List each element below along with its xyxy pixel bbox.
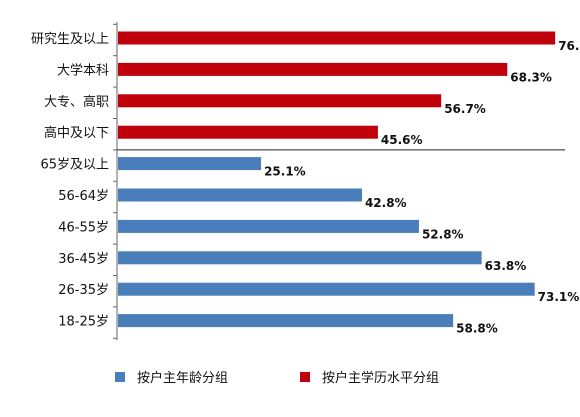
category-label: 65岁及以上 bbox=[40, 158, 109, 173]
value-label: 58.8% bbox=[456, 322, 498, 336]
value-label: 76.7% bbox=[558, 39, 580, 53]
chart-labels: 研究生及以上 76.7% 大学本科 68.3% 大专、高职 56.7% 高中及以下 45.6%… bbox=[31, 32, 580, 336]
category-label: 18-25岁 bbox=[58, 315, 109, 330]
value-label: 42.8% bbox=[365, 196, 407, 210]
bar bbox=[118, 188, 362, 202]
bar bbox=[118, 251, 482, 265]
value-label: 45.6% bbox=[381, 133, 423, 147]
legend-swatch bbox=[300, 372, 310, 382]
value-label: 25.1% bbox=[264, 165, 306, 179]
category-label: 大学本科 bbox=[57, 62, 109, 78]
chart-legend: 按户主年龄分组 按户主学历水平分组 bbox=[115, 370, 439, 386]
bar bbox=[118, 62, 508, 76]
value-label: 73.1% bbox=[538, 290, 580, 304]
chart-bars bbox=[118, 31, 556, 328]
category-label: 研究生及以上 bbox=[31, 32, 109, 47]
legend-label: 按户主学历水平分组 bbox=[322, 370, 439, 386]
legend-label: 按户主年龄分组 bbox=[137, 370, 228, 386]
category-label: 36-45岁 bbox=[58, 252, 109, 267]
category-label: 26-35岁 bbox=[58, 283, 109, 298]
value-label: 56.7% bbox=[444, 102, 486, 116]
category-label: 高中及以下 bbox=[44, 125, 109, 141]
bar bbox=[118, 31, 556, 45]
value-label: 63.8% bbox=[485, 259, 527, 273]
chart-axes bbox=[113, 22, 565, 340]
bar bbox=[118, 314, 454, 328]
bar bbox=[118, 157, 262, 171]
value-label: 52.8% bbox=[422, 227, 464, 241]
bar bbox=[118, 125, 378, 139]
bar bbox=[118, 282, 535, 296]
category-label: 大专、高职 bbox=[44, 94, 109, 110]
category-label: 46-55岁 bbox=[58, 220, 109, 235]
bar bbox=[118, 219, 419, 233]
category-label: 56-64岁 bbox=[58, 189, 109, 204]
legend-swatch bbox=[115, 372, 125, 382]
value-label: 68.3% bbox=[510, 70, 552, 84]
bar bbox=[118, 94, 442, 108]
